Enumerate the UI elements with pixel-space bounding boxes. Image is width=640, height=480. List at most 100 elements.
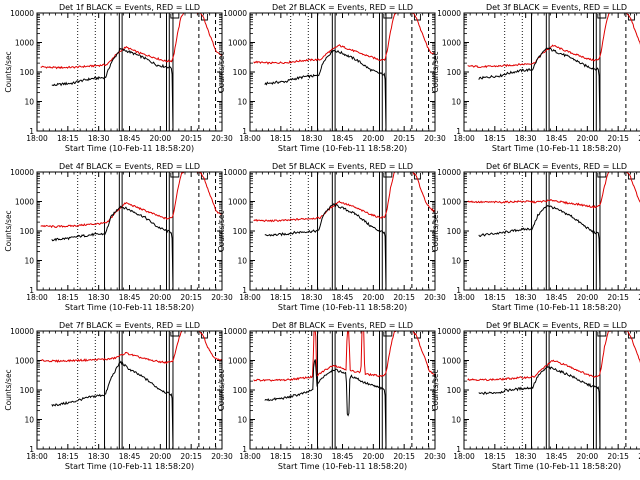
y-tick-label: 100 [20, 386, 35, 395]
panel-title: Det 7f BLACK = Events, RED = LLD [59, 321, 200, 330]
x-tick-label: 18:15 [270, 452, 292, 461]
x-tick-label: 18:45 [546, 134, 568, 143]
x-tick-label: 20:15 [393, 134, 415, 143]
x-tick-label: 18:00 [26, 452, 48, 461]
x-tick-label: 18:45 [332, 452, 354, 461]
curves [40, 13, 222, 130]
series-events-line [264, 359, 387, 449]
y-axis-label: Counts/sec [217, 369, 226, 410]
x-tick-label: 20:15 [393, 293, 415, 302]
y-axis-label: Counts/sec [217, 51, 226, 92]
x-tick-label: 18:45 [546, 293, 568, 302]
x-tick-label: 18:00 [26, 293, 48, 302]
x-tick-label: 18:30 [88, 452, 110, 461]
y-axis-label: Counts/sec [4, 51, 13, 92]
y-tick-label: 1 [456, 127, 461, 136]
x-axis-label: Start Time (10-Feb-11 18:58:20) [492, 462, 621, 471]
plot-frame [249, 171, 436, 291]
x-tick-label: 20:15 [180, 452, 202, 461]
y-tick-label: 1 [29, 445, 34, 454]
marker-lines [504, 172, 627, 290]
x-tick-label: 18:30 [301, 452, 323, 461]
y-tick-label: 100 [447, 386, 462, 395]
x-tick-label: 18:30 [88, 293, 110, 302]
y-tick-label: 10 [451, 416, 461, 425]
y-tick-label: 10 [24, 98, 34, 107]
x-tick-label: 20:30 [424, 293, 446, 302]
x-tick-label: 20:30 [638, 134, 640, 143]
bracket-marker [597, 173, 607, 178]
panel-8: Det 8f BLACK = Events, RED = LLD 1 10 100 10… [217, 321, 446, 471]
y-tick-label: 10 [237, 416, 247, 425]
y-tick-label: 10 [24, 257, 34, 266]
x-tick-label: 20:00 [363, 134, 385, 143]
y-tick-label: 10000 [10, 168, 34, 177]
x-tick-label: 20:30 [211, 134, 233, 143]
marker-lines [504, 13, 627, 131]
x-tick-label: 18:15 [270, 293, 292, 302]
x-tick-label: 18:45 [119, 134, 141, 143]
x-tick-label: 18:00 [453, 293, 475, 302]
marker-lines [77, 172, 217, 290]
series-lld-line [253, 331, 435, 382]
x-tick-label: 18:45 [546, 452, 568, 461]
y-tick-label: 10 [237, 98, 247, 107]
marker-lines [504, 331, 627, 449]
y-tick-label: 1000 [228, 198, 247, 207]
x-tick-label: 18:30 [301, 134, 323, 143]
marker-lines [77, 13, 217, 131]
marker-lines [77, 331, 217, 449]
panel-7: Det 7f BLACK = Events, RED = LLD 1 10 100 10… [4, 321, 233, 471]
x-tick-label: 20:00 [363, 452, 385, 461]
curves [467, 13, 640, 131]
panel-title: Det 9f BLACK = Events, RED = LLD [486, 321, 627, 330]
series-lld-line [253, 13, 435, 65]
y-tick-label: 1000 [15, 198, 34, 207]
y-tick-label: 100 [233, 68, 248, 77]
y-tick-label: 10000 [437, 327, 461, 336]
x-tick-label: 20:00 [150, 134, 172, 143]
x-tick-label: 20:00 [577, 452, 599, 461]
panel-4: Det 4f BLACK = Events, RED = LLD 1 10 100 10… [4, 162, 233, 312]
series-lld-line [467, 331, 640, 382]
panel-title: Det 5f BLACK = Events, RED = LLD [272, 162, 413, 171]
y-tick-label: 1000 [442, 357, 461, 366]
x-tick-label: 20:15 [180, 293, 202, 302]
x-tick-label: 18:15 [57, 134, 79, 143]
panel-9: Det 9f BLACK = Events, RED = LLD 1 10 100 10… [431, 321, 640, 471]
series-lld-line [40, 172, 222, 229]
y-tick-label: 1000 [228, 357, 247, 366]
series-lld-line [467, 172, 640, 209]
y-axis-label: Counts/sec [4, 210, 13, 251]
x-tick-label: 18:00 [453, 134, 475, 143]
x-tick-label: 20:00 [363, 293, 385, 302]
x-tick-label: 20:15 [607, 134, 629, 143]
y-axis-label: Counts/sec [431, 51, 440, 92]
y-tick-label: 100 [447, 227, 462, 236]
curves [253, 13, 435, 131]
x-tick-label: 20:30 [211, 452, 233, 461]
x-tick-label: 18:30 [515, 134, 537, 143]
panel-title: Det 4f BLACK = Events, RED = LLD [59, 162, 200, 171]
y-tick-label: 10 [451, 98, 461, 107]
y-tick-label: 10000 [223, 327, 247, 336]
bracket-marker [383, 14, 393, 19]
panel-title: Det 3f BLACK = Events, RED = LLD [486, 3, 627, 12]
x-tick-label: 18:15 [484, 452, 506, 461]
y-axis-label: Counts/sec [217, 210, 226, 251]
x-tick-label: 18:00 [26, 134, 48, 143]
panel-title: Det 8f BLACK = Events, RED = LLD [272, 321, 413, 330]
x-axis-label: Start Time (10-Feb-11 18:58:20) [65, 303, 194, 312]
x-tick-label: 20:15 [393, 452, 415, 461]
x-tick-label: 18:30 [515, 293, 537, 302]
x-tick-label: 20:15 [607, 452, 629, 461]
curves [253, 172, 435, 290]
y-tick-label: 10000 [437, 9, 461, 18]
y-tick-label: 100 [233, 386, 248, 395]
x-tick-label: 20:00 [150, 293, 172, 302]
y-tick-label: 1000 [15, 357, 34, 366]
panel-3: Det 3f BLACK = Events, RED = LLD 1 10 100 10… [431, 3, 640, 153]
x-tick-label: 20:15 [180, 134, 202, 143]
series-lld-line [253, 172, 435, 223]
